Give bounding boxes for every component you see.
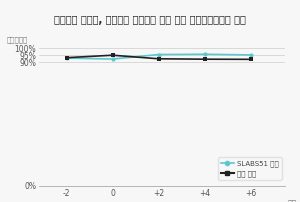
Legend: SLABS51 투여, 위약 투여: SLABS51 투여, 위약 투여 — [218, 157, 281, 180]
Text: 산소포화도: 산소포화도 — [7, 36, 28, 43]
Text: 시간: 시간 — [287, 200, 297, 202]
Text: 이탈리아 연구진, 이른둥이 저산소증 해결 위한 프로바이오틱스 연구: 이탈리아 연구진, 이른둥이 저산소증 해결 위한 프로바이오틱스 연구 — [54, 15, 246, 25]
